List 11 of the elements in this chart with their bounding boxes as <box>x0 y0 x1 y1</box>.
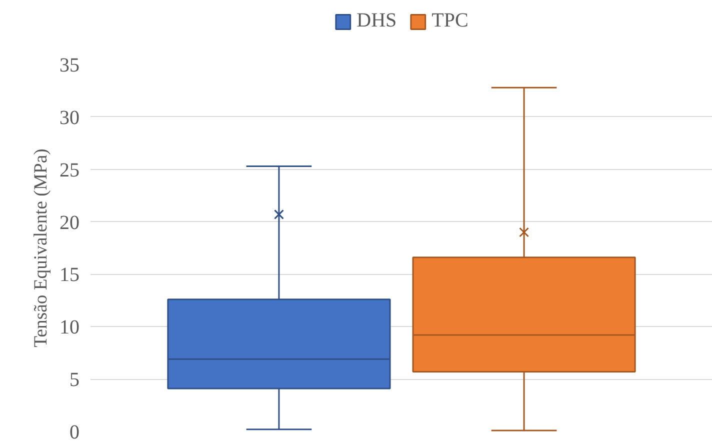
legend-label: TPC <box>432 10 468 32</box>
y-tick-label: 0 <box>70 422 80 443</box>
y-tick-label: 20 <box>60 212 80 234</box>
y-tick-label: 5 <box>70 369 80 392</box>
y-tick-label: 10 <box>60 316 80 339</box>
y-tick-label: 35 <box>60 54 80 76</box>
y-tick-label: 15 <box>60 264 80 286</box>
y-axis-title: Tensão Equivalente (MPa) <box>30 148 52 348</box>
legend-label: DHS <box>356 10 397 32</box>
y-tick-label: 25 <box>60 159 80 182</box>
y-tick-label: 30 <box>60 106 80 129</box>
